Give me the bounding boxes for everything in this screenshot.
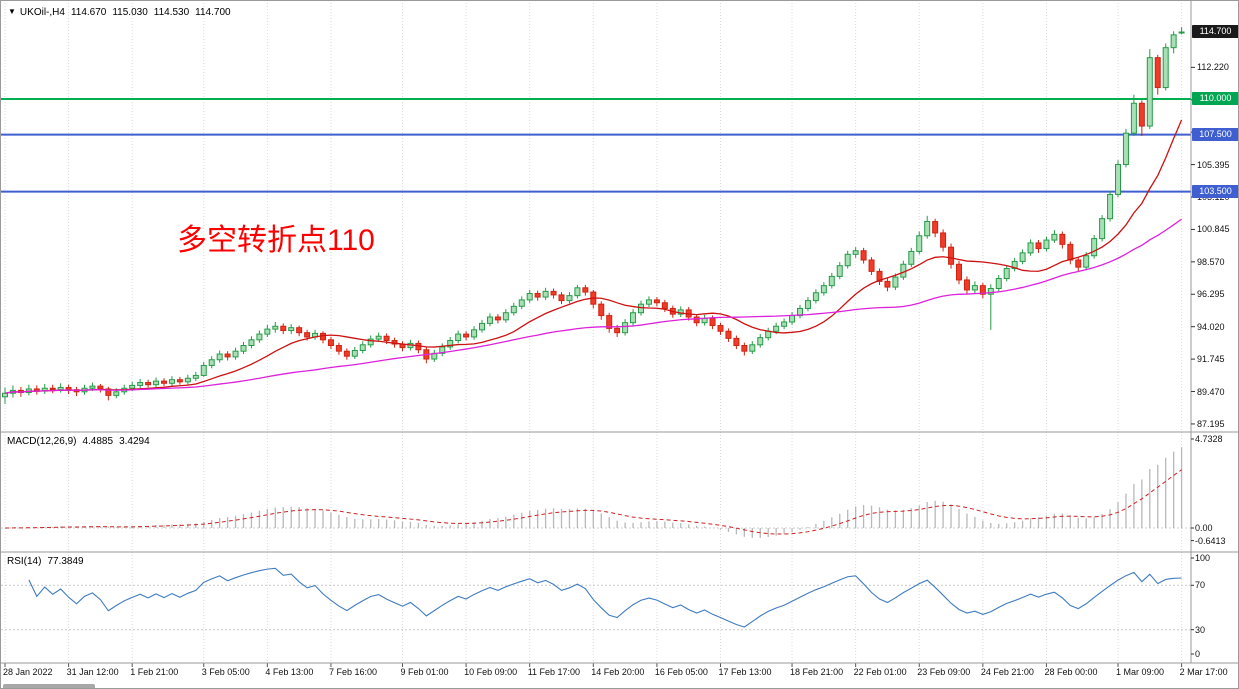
grid-lines bbox=[4, 3, 1183, 663]
h-scrollbar-thumb[interactable] bbox=[3, 684, 95, 688]
symbol-dropdown-icon[interactable]: ▼ bbox=[8, 7, 16, 16]
candles bbox=[2, 27, 1185, 404]
rsi-panel-label: RSI(14) 77.3849 bbox=[7, 556, 84, 567]
macd-panel-label: MACD(12,26,9) 4.4885 3.4294 bbox=[7, 436, 150, 447]
rsi-indicator bbox=[1, 567, 1191, 631]
macd-value-signal: 3.4294 bbox=[119, 436, 150, 447]
ma-slow-line bbox=[4, 218, 1182, 394]
ohlc-high: 115.030 bbox=[112, 7, 148, 18]
panel-separators bbox=[1, 1, 1238, 667]
rsi-line bbox=[28, 567, 1182, 628]
ohlc-close: 114.700 bbox=[195, 7, 231, 18]
level-lines bbox=[1, 97, 1191, 193]
ohlc-open: 114.670 bbox=[70, 7, 107, 18]
symbol-period-label: UKOil-,H4 bbox=[19, 7, 65, 18]
moving-average-lines bbox=[4, 119, 1183, 394]
macd-indicator bbox=[1, 447, 1191, 538]
macd-value-main: 4.4885 bbox=[82, 436, 114, 447]
macd-signal-line bbox=[4, 469, 1182, 535]
ohlc-low: 114.530 bbox=[153, 7, 190, 18]
ma-fast-line bbox=[4, 119, 1183, 394]
rsi-name: RSI(14) bbox=[7, 556, 42, 567]
macd-name: MACD(12,26,9) bbox=[7, 436, 77, 447]
rsi-value: 77.3849 bbox=[47, 556, 84, 567]
annotation-text[interactable]: 多空转折点110 bbox=[177, 224, 375, 257]
title-bar: ▼ UKOil-,H4 114.670 115.030 114.530 114.700 bbox=[8, 7, 231, 18]
